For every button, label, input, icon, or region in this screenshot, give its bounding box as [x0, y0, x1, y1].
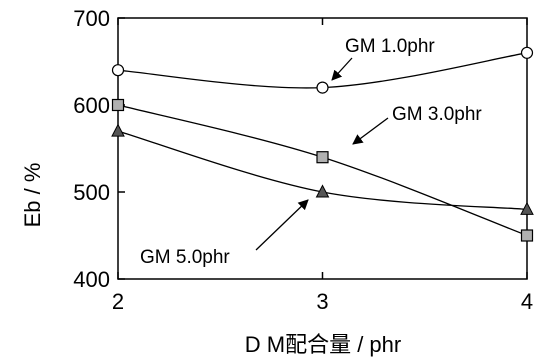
data-point-circle	[520, 46, 534, 59]
y-tick-label: 500	[73, 180, 110, 205]
annotation-label: GM 1.0phr	[345, 36, 435, 57]
annotation-label: GM 5.0phr	[140, 247, 230, 268]
annotation-arrow	[255, 199, 309, 251]
x-tick-label: 4	[521, 289, 533, 314]
y-tick-label: 400	[73, 267, 110, 292]
data-point-square	[111, 98, 125, 112]
data-point-triangle	[111, 123, 125, 137]
x-axis-title: D M配合量 / phr	[245, 332, 401, 357]
data-point-triangle	[315, 184, 330, 198]
y-tick-label: 600	[73, 93, 110, 118]
data-point-square	[520, 229, 534, 242]
x-tick-label: 3	[316, 289, 328, 314]
data-point-triangle	[520, 201, 534, 215]
x-tick-label: 2	[112, 289, 124, 314]
data-point-circle	[316, 81, 329, 94]
y-axis-title: Eb / %	[20, 163, 45, 228]
y-tick-label: 700	[73, 6, 110, 31]
data-point-square	[316, 151, 329, 164]
annotation-label: GM 3.0phr	[392, 104, 482, 125]
data-point-circle	[111, 64, 125, 77]
plot-area-border	[117, 17, 528, 280]
series-line-3	[117, 130, 528, 211]
annotation-arrow	[352, 117, 389, 145]
annotation-arrow	[331, 57, 353, 81]
